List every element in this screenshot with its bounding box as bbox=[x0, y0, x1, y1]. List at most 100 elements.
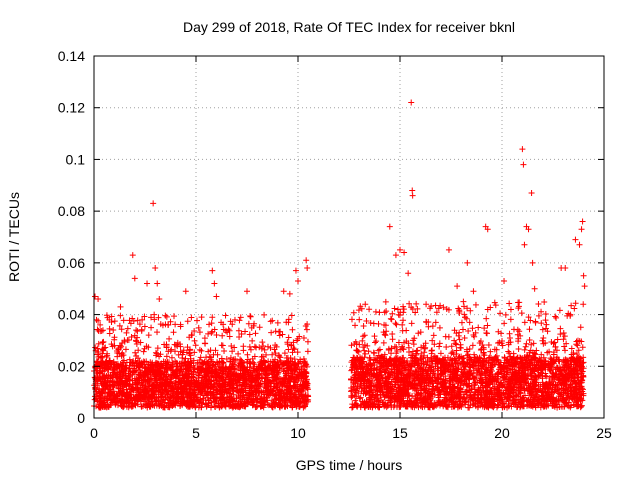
data-point bbox=[198, 404, 205, 411]
data-point bbox=[392, 320, 399, 327]
data-point bbox=[190, 386, 197, 393]
data-point bbox=[289, 349, 296, 356]
data-point bbox=[294, 349, 301, 356]
data-point bbox=[483, 315, 490, 322]
data-point bbox=[259, 353, 266, 360]
data-point bbox=[564, 390, 571, 397]
data-point bbox=[515, 346, 522, 353]
data-point bbox=[291, 346, 298, 353]
data-point bbox=[191, 400, 198, 407]
data-point bbox=[457, 388, 464, 395]
data-point bbox=[215, 366, 222, 373]
data-point bbox=[394, 348, 401, 355]
data-point bbox=[274, 371, 281, 378]
data-point bbox=[554, 336, 561, 343]
data-point bbox=[169, 402, 176, 409]
data-point bbox=[133, 367, 140, 374]
data-point bbox=[183, 349, 190, 356]
data-point bbox=[106, 391, 113, 398]
data-point bbox=[213, 374, 220, 381]
data-point bbox=[348, 316, 355, 323]
data-point bbox=[100, 378, 107, 385]
data-point bbox=[190, 362, 197, 369]
data-point bbox=[451, 327, 458, 334]
data-point bbox=[357, 303, 364, 310]
data-point bbox=[464, 352, 471, 359]
data-point bbox=[557, 325, 564, 332]
data-point bbox=[417, 329, 424, 336]
data-point bbox=[177, 366, 184, 373]
data-point bbox=[120, 317, 127, 324]
data-point bbox=[459, 326, 466, 333]
data-point bbox=[548, 338, 555, 345]
data-point bbox=[305, 393, 312, 400]
data-point bbox=[401, 364, 408, 371]
data-point bbox=[261, 346, 268, 353]
data-point bbox=[570, 350, 577, 357]
data-point bbox=[195, 365, 202, 372]
data-point bbox=[256, 324, 263, 331]
data-point bbox=[224, 371, 231, 378]
data-point bbox=[204, 380, 211, 387]
data-point bbox=[108, 313, 115, 320]
data-point bbox=[128, 386, 135, 393]
data-point bbox=[119, 397, 126, 404]
data-point bbox=[469, 342, 476, 349]
data-point bbox=[546, 348, 553, 355]
data-point bbox=[301, 401, 308, 408]
data-point bbox=[557, 331, 564, 338]
data-point bbox=[196, 329, 203, 336]
data-point bbox=[161, 368, 168, 375]
data-point bbox=[152, 372, 159, 379]
data-point bbox=[252, 330, 259, 337]
data-point bbox=[111, 379, 118, 386]
data-point bbox=[172, 371, 179, 378]
data-point bbox=[381, 309, 388, 316]
data-point bbox=[466, 346, 473, 353]
data-point bbox=[429, 388, 436, 395]
data-point bbox=[408, 304, 415, 311]
data-point bbox=[350, 309, 357, 316]
data-point bbox=[297, 389, 304, 396]
data-point bbox=[107, 402, 114, 409]
data-point bbox=[244, 366, 251, 373]
data-point bbox=[542, 317, 549, 324]
data-point bbox=[422, 340, 429, 347]
data-point bbox=[285, 382, 292, 389]
data-point bbox=[568, 302, 575, 309]
data-point bbox=[225, 326, 232, 333]
data-point bbox=[165, 321, 172, 328]
data-point bbox=[436, 340, 443, 347]
data-point bbox=[271, 346, 278, 353]
data-point bbox=[393, 344, 400, 351]
data-point bbox=[196, 346, 203, 353]
data-point bbox=[389, 330, 396, 337]
data-point bbox=[235, 400, 242, 407]
data-point bbox=[235, 350, 242, 357]
data-point bbox=[262, 364, 269, 371]
data-point bbox=[436, 343, 443, 350]
data-point bbox=[208, 329, 215, 336]
data-point bbox=[542, 364, 549, 371]
data-point bbox=[443, 344, 450, 351]
data-point bbox=[244, 351, 251, 358]
data-point bbox=[274, 389, 281, 396]
data-point bbox=[365, 402, 372, 409]
data-point bbox=[166, 335, 173, 342]
data-point bbox=[348, 388, 355, 395]
data-points bbox=[91, 99, 588, 411]
data-point bbox=[461, 334, 468, 341]
data-point bbox=[302, 323, 309, 330]
data-point bbox=[251, 361, 258, 368]
data-point bbox=[127, 372, 134, 379]
data-point bbox=[267, 344, 274, 351]
data-point bbox=[222, 397, 229, 404]
data-point bbox=[249, 337, 256, 344]
data-point bbox=[290, 345, 297, 352]
data-point bbox=[97, 328, 104, 335]
data-point bbox=[211, 326, 218, 333]
data-point bbox=[190, 368, 197, 375]
data-point bbox=[152, 377, 159, 384]
data-point bbox=[229, 348, 236, 355]
data-point bbox=[139, 316, 146, 323]
